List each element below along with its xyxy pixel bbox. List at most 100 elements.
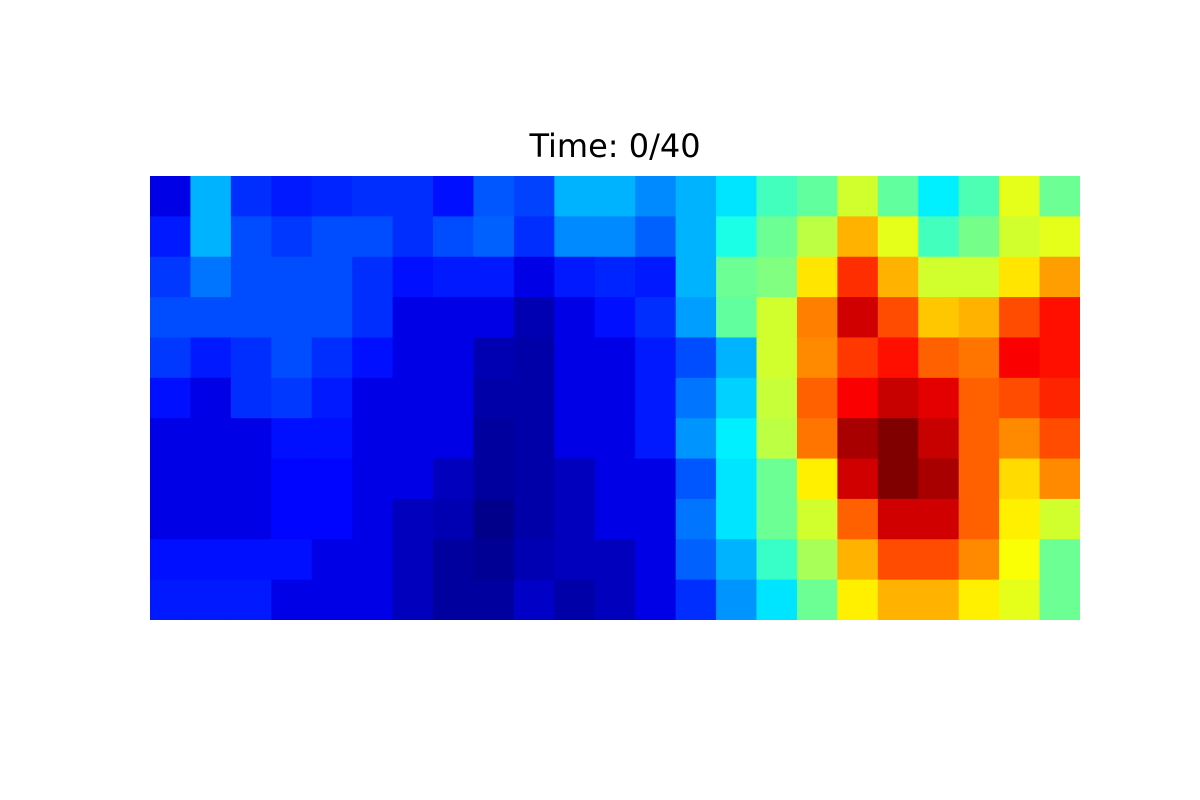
heatmap-cell-r6-c15 [756,418,798,460]
heatmap-cell-r7-c14 [716,458,758,500]
heatmap-cell-r5-c11 [594,377,636,419]
heatmap-cell-r5-c22 [1039,377,1080,419]
heatmap-cell-r0-c8 [473,176,515,217]
heatmap-cell-r7-c17 [837,458,879,500]
heatmap-cell-r1-c15 [756,216,798,258]
heatmap-cell-r9-c0 [150,539,192,581]
heatmap-cell-r9-c15 [756,539,798,581]
heatmap-cell-r3-c20 [958,297,1000,339]
heatmap-cell-r2-c4 [311,256,353,298]
heatmap-cell-r8-c18 [877,498,919,540]
heatmap-cell-r8-c3 [271,498,313,540]
heatmap-cell-r0-c11 [594,176,636,217]
heatmap-cell-r9-c11 [594,539,636,581]
heatmap-cell-r1-c10 [554,216,596,258]
heatmap-cell-r0-c14 [716,176,758,217]
heatmap-cell-r3-c15 [756,297,798,339]
heatmap-cell-r2-c14 [716,256,758,298]
heatmap-cell-r10-c19 [918,579,960,620]
heatmap-cell-r4-c4 [311,337,353,379]
heatmap-cell-r9-c14 [716,539,758,581]
heatmap-cell-r5-c19 [918,377,960,419]
heatmap-cell-r1-c12 [635,216,677,258]
heatmap-cell-r4-c17 [837,337,879,379]
heatmap-cell-r4-c19 [918,337,960,379]
heatmap-cell-r6-c16 [796,418,838,460]
heatmap-cell-r3-c6 [392,297,434,339]
heatmap-cell-r0-c1 [190,176,232,217]
heatmap-cell-r4-c7 [433,337,475,379]
heatmap-cell-r8-c9 [513,498,555,540]
heatmap-cell-r2-c5 [352,256,394,298]
heatmap-cell-r0-c19 [918,176,960,217]
heatmap-cell-r9-c9 [513,539,555,581]
heatmap-cell-r4-c13 [675,337,717,379]
heatmap-cell-r6-c4 [311,418,353,460]
heatmap-cell-r5-c0 [150,377,192,419]
heatmap-cell-r0-c21 [999,176,1041,217]
heatmap-cell-r7-c18 [877,458,919,500]
heatmap-cell-r0-c7 [433,176,475,217]
heatmap-cell-r10-c7 [433,579,475,620]
heatmap-cell-r5-c8 [473,377,515,419]
heatmap-cell-r0-c20 [958,176,1000,217]
heatmap-cell-r4-c10 [554,337,596,379]
heatmap-cell-r7-c1 [190,458,232,500]
heatmap-cell-r7-c7 [433,458,475,500]
heatmap-cell-r4-c9 [513,337,555,379]
heatmap-cell-r10-c1 [190,579,232,620]
heatmap-cell-r10-c18 [877,579,919,620]
heatmap-cell-r8-c17 [837,498,879,540]
heatmap-cell-r4-c8 [473,337,515,379]
heatmap-cell-r5-c10 [554,377,596,419]
heatmap-cell-r6-c0 [150,418,192,460]
heatmap-cell-r5-c2 [230,377,272,419]
heatmap-cell-r7-c10 [554,458,596,500]
heatmap-cell-r6-c11 [594,418,636,460]
heatmap-cell-r4-c5 [352,337,394,379]
heatmap-cell-r2-c17 [837,256,879,298]
heatmap-cell-r0-c16 [796,176,838,217]
heatmap-cell-r7-c21 [999,458,1041,500]
heatmap-cell-r6-c22 [1039,418,1080,460]
heatmap-cell-r8-c11 [594,498,636,540]
heatmap-cell-r9-c5 [352,539,394,581]
heatmap [150,176,1080,620]
heatmap-cell-r5-c16 [796,377,838,419]
heatmap-cell-r0-c5 [352,176,394,217]
heatmap-cell-r7-c11 [594,458,636,500]
heatmap-cell-r9-c13 [675,539,717,581]
heatmap-cell-r7-c22 [1039,458,1080,500]
heatmap-cell-r2-c10 [554,256,596,298]
heatmap-cell-r8-c14 [716,498,758,540]
heatmap-cell-r0-c22 [1039,176,1080,217]
heatmap-cell-r3-c19 [918,297,960,339]
heatmap-cell-r10-c20 [958,579,1000,620]
heatmap-cell-r5-c6 [392,377,434,419]
heatmap-cell-r9-c8 [473,539,515,581]
heatmap-cell-r0-c6 [392,176,434,217]
heatmap-cell-r10-c9 [513,579,555,620]
heatmap-cell-r4-c3 [271,337,313,379]
heatmap-cell-r3-c12 [635,297,677,339]
heatmap-cell-r0-c3 [271,176,313,217]
heatmap-cell-r3-c10 [554,297,596,339]
heatmap-cell-r6-c3 [271,418,313,460]
heatmap-cell-r2-c1 [190,256,232,298]
heatmap-cell-r10-c16 [796,579,838,620]
heatmap-cell-r8-c6 [392,498,434,540]
heatmap-cell-r3-c4 [311,297,353,339]
heatmap-cell-r1-c3 [271,216,313,258]
heatmap-cell-r8-c2 [230,498,272,540]
heatmap-cell-r9-c20 [958,539,1000,581]
heatmap-cell-r2-c18 [877,256,919,298]
heatmap-cell-r1-c19 [918,216,960,258]
heatmap-cell-r2-c11 [594,256,636,298]
heatmap-cell-r2-c7 [433,256,475,298]
heatmap-cell-r5-c3 [271,377,313,419]
heatmap-cell-r2-c19 [918,256,960,298]
heatmap-cell-r8-c12 [635,498,677,540]
heatmap-cell-r10-c17 [837,579,879,620]
heatmap-cell-r5-c5 [352,377,394,419]
heatmap-cell-r8-c21 [999,498,1041,540]
